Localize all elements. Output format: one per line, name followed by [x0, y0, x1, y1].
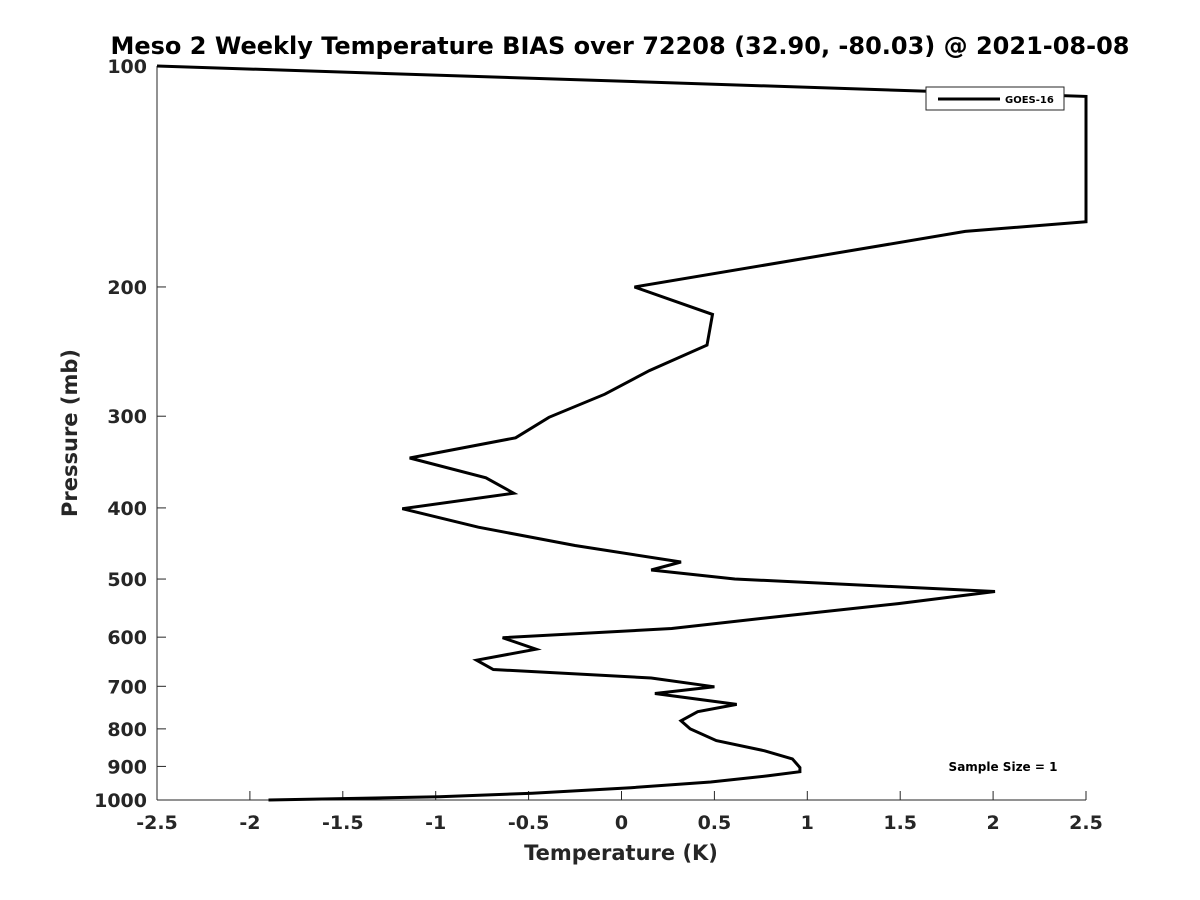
y-axis-ticks: 100 200 300 400 500 600 700 800 900 1000: [94, 56, 166, 812]
x-tick-label: -2: [239, 812, 260, 834]
x-tick-label: 1: [801, 812, 814, 834]
y-tick-label: 700: [107, 676, 147, 698]
series-line-goes16: [156, 64, 1088, 802]
x-axis-label: Temperature (K): [524, 841, 718, 865]
sample-size-annotation: Sample Size = 1: [949, 760, 1058, 774]
x-tick-label: 0.5: [698, 812, 732, 834]
y-tick-label: 600: [107, 627, 147, 649]
x-tick-label: -2.5: [136, 812, 178, 834]
x-tick-label: 0: [615, 812, 628, 834]
legend-label-goes16: GOES-16: [1005, 95, 1054, 106]
y-tick-label: 1000: [94, 790, 147, 812]
y-tick-label: 100: [107, 56, 147, 78]
x-tick-label: 2.5: [1069, 812, 1103, 834]
x-tick-label: 2: [986, 812, 999, 834]
series-layer: [156, 64, 1088, 802]
x-tick-label: -1: [425, 812, 446, 834]
y-axis-label: Pressure (mb): [58, 349, 82, 517]
legend: GOES-16: [925, 86, 1065, 111]
y-tick-label: 500: [107, 569, 147, 591]
x-tick-label: -1.5: [322, 812, 364, 834]
x-axis-ticks: -2.5 -2 -1.5 -1 -0.5 0 0.5 1 1.5 2 2.5: [136, 791, 1103, 834]
y-tick-label: 400: [107, 498, 147, 520]
y-tick-label: 800: [107, 719, 147, 741]
chart-title: Meso 2 Weekly Temperature BIAS over 7220…: [110, 32, 1129, 60]
y-tick-label: 900: [107, 756, 147, 778]
y-tick-label: 200: [107, 277, 147, 299]
x-tick-label: 1.5: [883, 812, 917, 834]
y-tick-label: 300: [107, 406, 147, 428]
x-tick-label: -0.5: [508, 812, 550, 834]
